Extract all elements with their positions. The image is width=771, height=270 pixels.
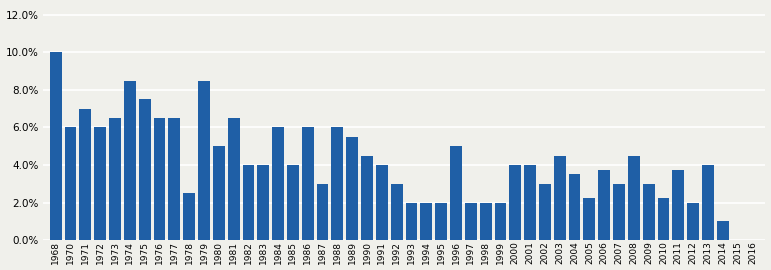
Bar: [450, 146, 462, 240]
Bar: [346, 137, 359, 240]
Bar: [198, 81, 210, 240]
Bar: [258, 165, 269, 240]
Bar: [213, 146, 224, 240]
Bar: [109, 118, 121, 240]
Bar: [79, 109, 91, 240]
Bar: [317, 184, 328, 240]
Bar: [480, 202, 492, 240]
Bar: [554, 156, 566, 240]
Bar: [272, 127, 284, 240]
Bar: [569, 174, 581, 240]
Bar: [598, 170, 610, 240]
Bar: [124, 81, 136, 240]
Bar: [510, 165, 521, 240]
Bar: [717, 221, 729, 240]
Bar: [50, 52, 62, 240]
Bar: [332, 127, 343, 240]
Bar: [539, 184, 550, 240]
Bar: [672, 170, 684, 240]
Bar: [584, 198, 595, 240]
Bar: [183, 193, 195, 240]
Bar: [406, 202, 417, 240]
Bar: [687, 202, 699, 240]
Bar: [391, 184, 402, 240]
Bar: [376, 165, 388, 240]
Bar: [613, 184, 625, 240]
Bar: [301, 127, 314, 240]
Bar: [494, 202, 507, 240]
Bar: [435, 202, 447, 240]
Bar: [168, 118, 180, 240]
Bar: [628, 156, 640, 240]
Bar: [227, 118, 240, 240]
Bar: [702, 165, 714, 240]
Bar: [287, 165, 299, 240]
Bar: [658, 198, 669, 240]
Bar: [243, 165, 254, 240]
Bar: [65, 127, 76, 240]
Bar: [524, 165, 536, 240]
Bar: [361, 156, 373, 240]
Bar: [153, 118, 166, 240]
Bar: [139, 99, 150, 240]
Bar: [420, 202, 433, 240]
Bar: [94, 127, 106, 240]
Bar: [643, 184, 655, 240]
Bar: [465, 202, 476, 240]
